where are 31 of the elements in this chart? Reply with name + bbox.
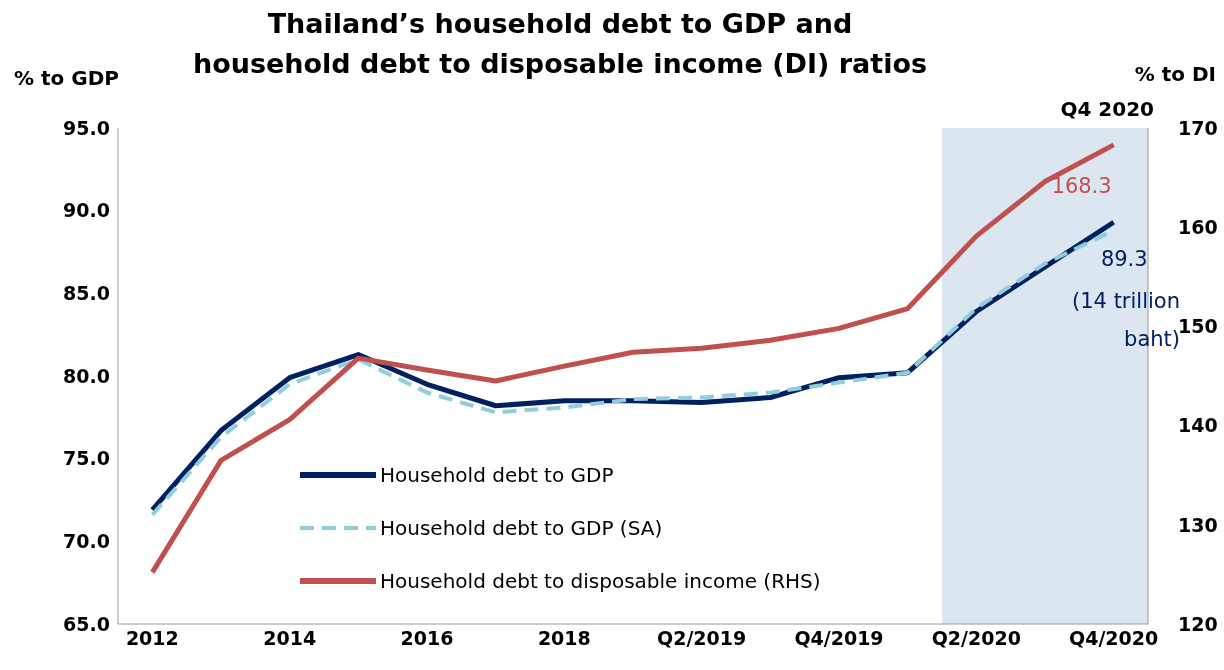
chart-title: Thailand’s household debt to GDP and household debt to disposable income (DI) ratios (191, 7, 929, 81)
y-tick-label: 65.0 (63, 612, 110, 635)
band-label: Q4 2020 (1060, 97, 1154, 122)
y2-tick-label: 140 (1178, 414, 1218, 437)
y-tick-label: 70.0 (63, 530, 110, 553)
x-tick-label: 2012 (125, 627, 179, 650)
y-tick-label: 95.0 (63, 116, 110, 139)
y2-tick-label: 160 (1178, 215, 1218, 238)
y-tick-label: 75.0 (63, 447, 110, 470)
y-tick-label: 90.0 (63, 199, 110, 222)
x-tick-label: 2014 (263, 627, 317, 650)
legend-label: Household debt to GDP (SA) (380, 515, 663, 540)
y-tick-label: 85.0 (63, 282, 110, 305)
y2-tick-label: 150 (1178, 315, 1218, 338)
y-axis-title: % to GDP (14, 66, 119, 90)
x-tick-label: Q2/2019 (657, 627, 747, 650)
legend-label: Household debt to GDP (380, 462, 614, 487)
data-label: 168.3 (1051, 173, 1112, 198)
y2-axis-title: % to DI (1134, 62, 1216, 86)
y2-tick-label: 130 (1178, 513, 1218, 536)
legend-label: Household debt to disposable income (RHS) (380, 568, 821, 593)
x-tick-label: 2018 (537, 627, 591, 650)
y2-tick-label: 120 (1178, 612, 1218, 635)
data-label: 89.3 (1100, 247, 1148, 272)
x-tick-label: Q2/2020 (931, 627, 1021, 650)
y2-tick-label: 170 (1178, 116, 1218, 139)
annotation: (14 trillion baht) (1072, 288, 1180, 353)
x-tick-label: Q4/2019 (794, 627, 884, 650)
x-tick-label: Q4/2020 (1069, 627, 1159, 650)
y-tick-label: 80.0 (63, 364, 110, 387)
x-tick-label: 2016 (400, 627, 454, 650)
